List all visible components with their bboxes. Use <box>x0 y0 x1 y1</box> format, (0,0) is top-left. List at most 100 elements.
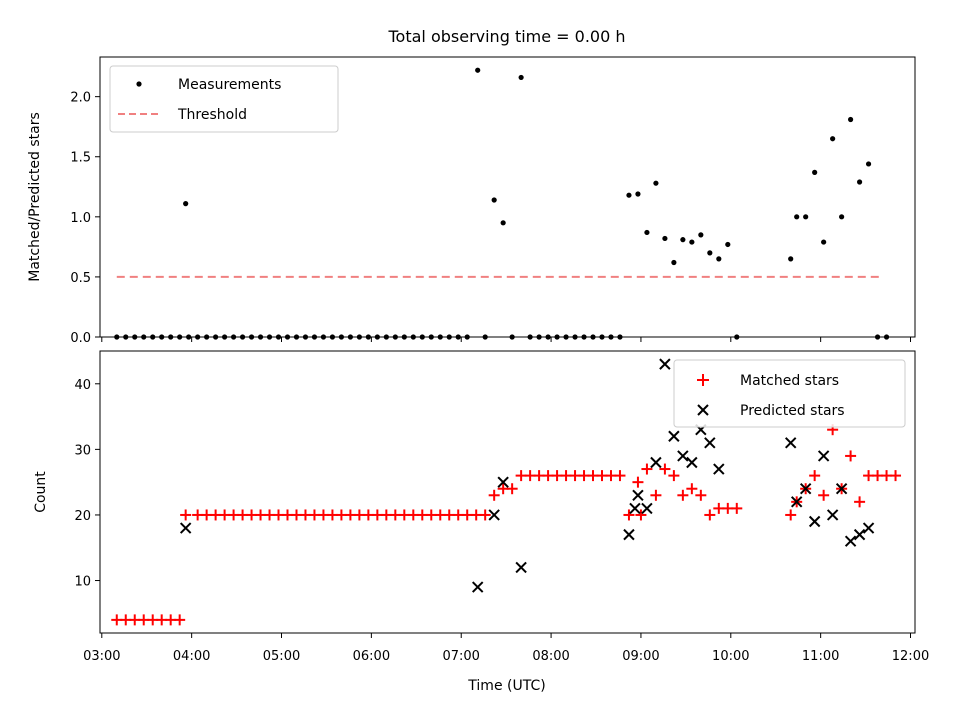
measurement-point <box>788 256 794 262</box>
legend-measurements-label: Measurements <box>178 77 281 93</box>
x-tick-label: 05:00 <box>263 649 300 664</box>
predicted-star-point <box>659 358 671 370</box>
bottom-legend: Matched stars Predicted stars <box>673 359 906 428</box>
matched-star-point <box>650 489 662 501</box>
top-legend-box <box>109 65 339 133</box>
measurement-point <box>491 197 497 203</box>
predicted-star-point <box>826 509 839 521</box>
predicted-star-point <box>835 483 848 495</box>
measurement-point <box>725 241 731 248</box>
measurement-point <box>856 179 863 185</box>
predicted-star-point <box>632 489 644 501</box>
predicted-star-point <box>862 522 875 534</box>
measurement-point <box>635 191 641 197</box>
top-y-tick-label: 1.0 <box>70 211 91 226</box>
chart-title: Total observing time = 0.00 h <box>387 27 625 46</box>
top-y-tick-label: 0.0 <box>70 331 91 346</box>
predicted-star-point <box>471 581 484 593</box>
x-tick-label: 06:00 <box>353 649 390 664</box>
matched-star-point <box>818 489 830 501</box>
top-legend: Measurements Threshold <box>109 65 339 133</box>
matched-star-point <box>479 509 491 521</box>
measurement-point <box>626 192 632 198</box>
predicted-star-point <box>799 483 812 495</box>
predicted-star-point <box>623 528 635 541</box>
predicted-star-point <box>488 509 500 521</box>
matched-star-point <box>785 509 797 521</box>
x-tick-label: 09:00 <box>622 649 659 664</box>
matched-star-point <box>854 496 866 508</box>
measurement-point <box>865 161 872 167</box>
x-axis-label: Time (UTC) <box>467 678 545 694</box>
top-y-tick-label: 0.5 <box>70 271 91 286</box>
predicted-star-point <box>784 437 797 449</box>
measurement-point <box>803 214 809 220</box>
legend-predicted-label: Predicted stars <box>740 403 845 419</box>
predicted-star-point <box>808 515 821 528</box>
matched-star-point <box>641 463 653 475</box>
x-tick-label: 04:00 <box>173 649 210 664</box>
matched-stars-series <box>111 424 902 626</box>
measurement-point <box>671 259 677 266</box>
predicted-star-point <box>790 496 803 508</box>
matched-star-point <box>614 470 626 482</box>
x-tick-label: 07:00 <box>442 649 479 664</box>
matched-star-point <box>659 463 671 475</box>
top-y-axis-label: Matched/Predicted stars <box>27 112 43 282</box>
predicted-star-point <box>641 502 653 515</box>
predicted-star-point <box>817 450 830 462</box>
matched-star-point <box>704 509 716 521</box>
predicted-star-point <box>629 502 641 515</box>
legend-matched-marker <box>697 374 709 386</box>
bottom-panel: 10 20 30 40 03:00 04:00 05:00 06:00 07:00 08:00 0… <box>33 350 929 694</box>
matched-star-point <box>635 509 647 521</box>
matched-star-point <box>623 509 635 521</box>
measurement-point <box>475 67 481 73</box>
measurement-point <box>698 232 704 238</box>
predicted-star-point <box>650 456 662 469</box>
predicted-star-point <box>713 463 725 475</box>
measurement-point <box>689 239 695 245</box>
x-tick-label: 03:00 <box>83 649 120 664</box>
legend-matched-label: Matched stars <box>740 373 839 389</box>
measurement-point <box>830 136 836 142</box>
matched-star-point <box>632 476 644 488</box>
measurement-point <box>518 74 524 81</box>
top-y-tick-label: 1.5 <box>70 151 91 166</box>
measurement-point <box>812 169 818 175</box>
matched-star-point <box>809 470 821 482</box>
bottom-y-tick-label: 40 <box>74 378 91 393</box>
predicted-star-point <box>515 561 527 574</box>
matched-star-point <box>695 489 707 501</box>
matched-star-point <box>488 489 500 501</box>
predicted-star-point <box>853 528 866 541</box>
measurement-point <box>707 250 713 256</box>
top-y-tick-label: 2.0 <box>70 91 91 106</box>
measurement-point <box>653 180 659 186</box>
x-tick-label: 11:00 <box>802 649 839 664</box>
legend-predicted-marker <box>697 404 709 416</box>
matched-star-point <box>890 470 902 482</box>
matched-star-point <box>731 502 743 514</box>
x-tick-label: 12:00 <box>892 649 929 664</box>
predicted-star-point <box>668 430 680 442</box>
bottom-y-axis-label: Count <box>33 471 49 513</box>
matched-star-point <box>677 489 689 501</box>
bottom-y-tick-label: 20 <box>74 509 91 524</box>
predicted-star-point <box>677 450 689 462</box>
matched-star-point <box>174 614 186 626</box>
predicted-star-point <box>686 456 698 469</box>
measurement-point <box>680 237 686 243</box>
measurement-point <box>662 235 668 242</box>
measurement-point <box>716 256 722 262</box>
predicted-star-point <box>704 437 716 449</box>
predicted-star-point <box>497 476 509 488</box>
matched-star-point <box>686 483 698 495</box>
bottom-y-tick-label: 30 <box>74 443 91 458</box>
measurement-point <box>500 220 506 226</box>
x-tick-label: 10:00 <box>712 649 749 664</box>
bottom-legend-box <box>673 359 906 428</box>
matched-star-point <box>180 509 192 521</box>
predicted-star-point <box>844 535 857 547</box>
